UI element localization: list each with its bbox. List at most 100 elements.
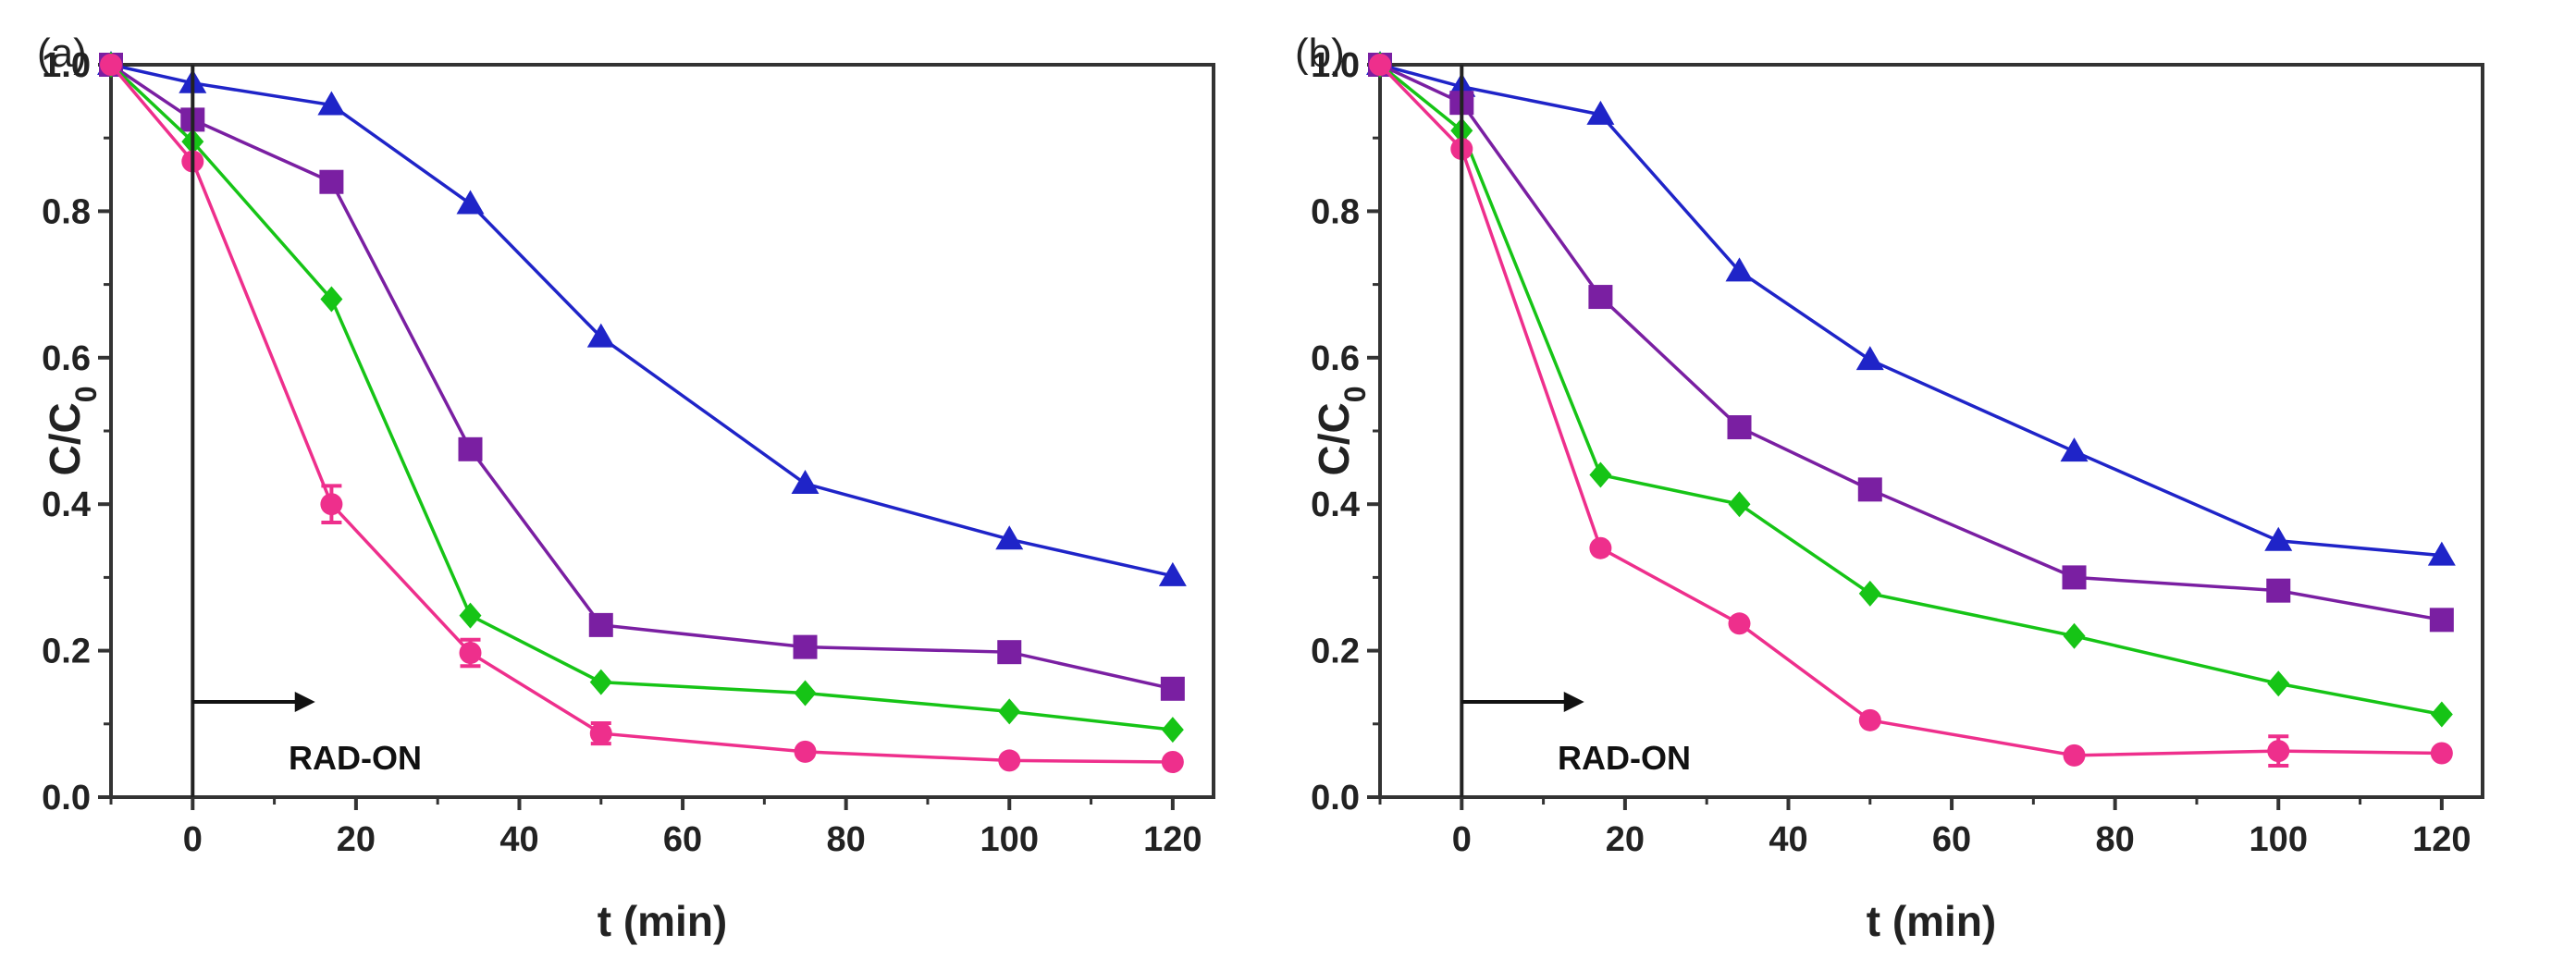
series-diamond [1369, 52, 2453, 728]
series-circle [100, 54, 1184, 773]
y-tick-label: 0.4 [1311, 486, 1360, 524]
data-point [2427, 541, 2456, 566]
data-point [998, 749, 1021, 772]
data-point [317, 91, 346, 116]
series-line [1378, 63, 2442, 757]
series-line [1379, 63, 2443, 558]
y-tick-label: 1.0 [1311, 46, 1360, 85]
y-tick-label: 0.0 [1311, 779, 1360, 817]
data-point [1725, 257, 1754, 282]
y-tick-label: 0.0 [42, 779, 91, 817]
data-point [998, 698, 1021, 725]
y-axis-title: C/C0 [41, 386, 103, 475]
data-point [1728, 491, 1751, 518]
rad-on-annotation: RAD-ON [1460, 65, 1691, 797]
data-point [2267, 740, 2290, 763]
data-point [320, 286, 343, 313]
series-line [109, 63, 1174, 731]
data-point [2266, 578, 2291, 603]
rad-on-label: RAD-ON [1558, 739, 1691, 777]
data-point [2267, 670, 2290, 697]
series-line [1378, 63, 2443, 717]
x-axis: 0 20 40 60 80 100 120 [109, 797, 1202, 859]
chart-panel-a: (a) 0.0 0.2 0.4 0.6 0.8 1.0 0 20 40 60 80 100 120 R… [37, 31, 1215, 945]
data-point [2264, 526, 2293, 551]
series-line [110, 63, 1174, 691]
data-point [1161, 717, 1184, 744]
data-point [319, 169, 344, 194]
y-tick-label: 0.6 [42, 339, 91, 378]
data-point [1858, 708, 1881, 731]
data-point [2063, 622, 2086, 649]
data-point [1728, 612, 1751, 635]
x-axis-title: t (min) [1867, 897, 1997, 945]
data-point [1588, 285, 1613, 310]
data-point [100, 54, 122, 76]
y-axis: 0.0 0.2 0.4 0.6 0.8 1.0 [42, 46, 111, 817]
y-tick-label: 0.4 [42, 486, 91, 524]
data-point [1727, 415, 1752, 440]
x-axis: 0 20 40 60 80 100 120 [1378, 797, 2471, 859]
y-tick-label: 1.0 [42, 46, 91, 85]
data-point [2430, 742, 2453, 765]
y-tick-label: 0.8 [1311, 192, 1360, 231]
series-square [99, 53, 1185, 701]
data-point [1857, 477, 1882, 502]
rad-on-label: RAD-ON [289, 739, 422, 777]
data-point [459, 602, 482, 629]
data-point [320, 493, 343, 516]
chart-panel-b: (b) 0.0 0.2 0.4 0.6 0.8 1.0 0 20 40 60 80 100 120 R… [1295, 31, 2484, 945]
plot-frame [109, 63, 1215, 799]
y-tick-label: 0.2 [1311, 633, 1360, 671]
y-tick-label: 0.6 [1311, 339, 1360, 378]
x-tick-label: 20 [1606, 820, 1645, 859]
data-point [1160, 676, 1185, 701]
series-line [1379, 63, 2443, 622]
data-point [997, 640, 1022, 665]
x-tick-label: 0 [1452, 820, 1472, 859]
series-layer [1366, 51, 2456, 768]
data-point [1855, 346, 1884, 371]
x-tick-label: 120 [2412, 820, 2471, 859]
data-point [793, 634, 818, 659]
data-point [589, 722, 612, 745]
rad-on-arrowhead [1563, 692, 1584, 713]
data-point [1586, 100, 1615, 125]
data-point [459, 641, 482, 664]
series-circle [1369, 54, 2453, 768]
x-axis-title: t (min) [598, 897, 728, 945]
y-tick-label: 0.2 [42, 633, 91, 671]
x-tick-label: 40 [1769, 820, 1807, 859]
x-tick-label: 100 [980, 820, 1039, 859]
data-point [586, 323, 615, 348]
x-tick-label: 100 [2249, 820, 2308, 859]
data-point [589, 669, 612, 695]
data-point [794, 680, 817, 707]
data-point [1161, 750, 1184, 773]
x-tick-label: 60 [663, 820, 702, 859]
data-point [1589, 461, 1612, 488]
series-diamond [100, 52, 1184, 744]
data-point [1369, 54, 1391, 76]
x-tick-label: 0 [183, 820, 203, 859]
rad-on-annotation: RAD-ON [191, 65, 422, 797]
rad-on-arrowhead [294, 692, 315, 713]
data-point [2062, 565, 2087, 590]
data-point [794, 740, 817, 763]
x-tick-label: 80 [2096, 820, 2135, 859]
panel-label: (b) [1295, 31, 1345, 76]
y-axis: 0.0 0.2 0.4 0.6 0.8 1.0 [1311, 46, 1380, 817]
series-line [109, 63, 1173, 764]
panel-label: (a) [37, 31, 87, 76]
data-point [2429, 608, 2454, 633]
data-point [456, 190, 485, 215]
y-axis-title: C/C0 [1310, 386, 1372, 475]
series-layer [97, 51, 1187, 773]
plot-frame [1378, 63, 2484, 799]
data-point [2060, 437, 2089, 462]
x-tick-label: 40 [499, 820, 538, 859]
data-point [791, 470, 820, 495]
data-point [1858, 580, 1881, 607]
series-triangle [1366, 51, 2456, 566]
